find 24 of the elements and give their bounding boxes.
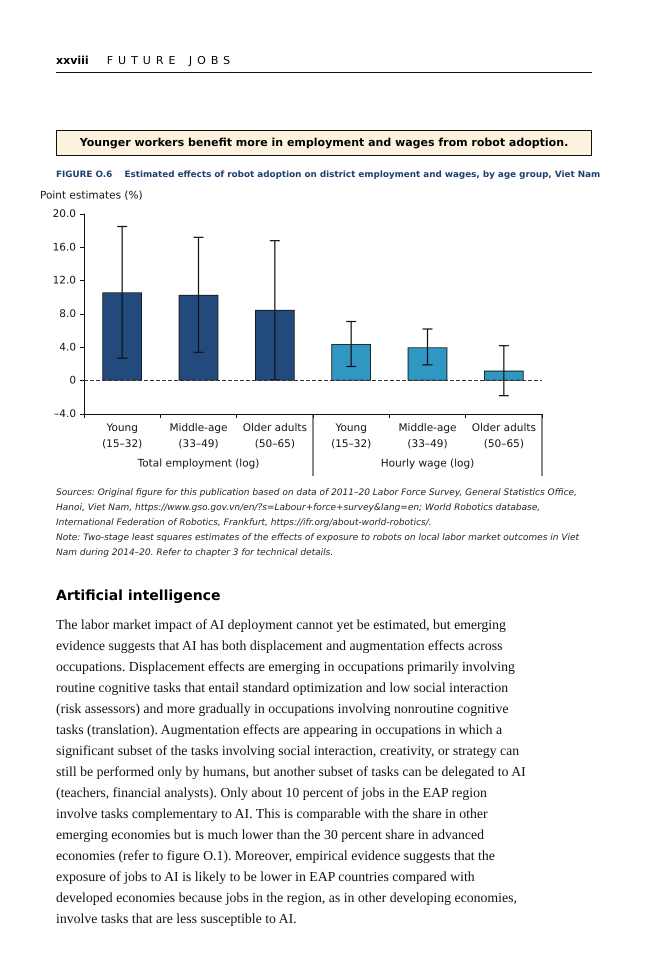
text: xxviii (56, 54, 89, 67)
chart-subtitle: FIGURE O.6 Estimated effects of robot adoption on district employment and wages, by age group, Viet Nam (56, 170, 602, 180)
y-tick-label: –4.0 (54, 408, 76, 420)
text: Total employment (log) (136, 458, 260, 470)
y-tick-label: 4.0 (59, 341, 76, 354)
chart-title: Younger workers benefit more in employment and wages from robot adoption. (56, 130, 592, 156)
y-tick-label: 16.0 (52, 241, 76, 254)
y-tick-label: 0 (69, 374, 76, 387)
y-tick-label: 12.0 (52, 274, 76, 287)
x-tick-label: Older adults (50–65) (242, 422, 307, 450)
text: Hourly wage (log) (380, 458, 474, 470)
text: FUTURE JOBS (106, 54, 236, 67)
x-tick-label: Young (15–32) (331, 422, 372, 450)
y-axis-title: Point estimates (%) (40, 190, 143, 202)
text: Note: Two-stage least squares estimates of the effects of exposure to robots on local labor market outcomes in Viet Nam during 2014–20. Refer to chapter 3 for technical details. (56, 532, 580, 560)
y-tick-label: 8.0 (59, 308, 76, 320)
y-tick-label: 20.0 (52, 208, 76, 220)
x-tick-label: Middle-age (33–49) (169, 422, 228, 450)
x-tick-label: Older adults (50–65) (472, 422, 536, 450)
text: The labor market impact of AI deployment cannot yet be estimated, but emerging evidence suggests that AI has both displacement and augmentation effects across occupations. Displacement effects are emerging in occupations primarily involving routine cognitive tasks that entail standard optimization and low social interaction (risk assessors) and more gradually in occupations involving nonroutine cognitive tasks (translation). Augmentation effects are appearing in occupations in which a significant subset of the tasks involving social interaction, creativity, or strategy can still be performed only by humans, but another subset of tasks can be delegated to AI (teachers, financial analysts). Only about 10 percent of jobs in the EAP region involve tasks complementary to AI. This is comparable with the share in other emerging economies but is much lower than the 30 percent share in advanced economies (refer to figure O.1). Moreover, empirical evidence suggests that the exposure of jobs to AI is likely to be lower in EAP countries compared with developed economies because jobs in the region, as in other developing economies, involve tasks that are less susceptible to AI. (56, 617, 526, 926)
x-tick-label: Young (15–32) (102, 422, 142, 450)
text: Artificial intelligence (56, 588, 220, 604)
x-tick-label: Middle-age (33–49) (398, 422, 457, 450)
source-note: Sources: Original figure for this publication based on data of 2011–20 Labor Force Survey, General Statistics Office, Hanoi, Viet Nam, https://www.gso.gov.vn/en/?s=Labour+force+survey&lang=en; World Robotics database, International Federation of Robotics, Frankfurt, https://ifr.org/about-world-robotics/. (56, 487, 578, 530)
